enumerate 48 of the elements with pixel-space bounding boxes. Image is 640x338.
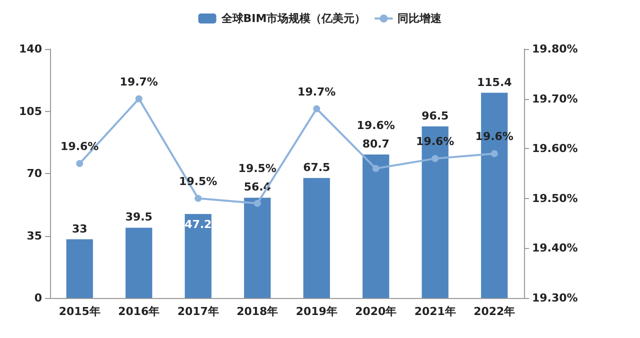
y2-tick-label: 19.60% (532, 142, 578, 156)
legend-label: 全球BIM市场规模（亿美元） (220, 12, 366, 25)
y2-tick-label: 19.30% (532, 292, 578, 304)
data-label: 96.5 (422, 109, 449, 122)
y2-tick-label: 19.40% (532, 242, 578, 255)
bar (362, 154, 390, 298)
x-tick-label: 2022年 (474, 305, 516, 318)
bar (303, 178, 330, 298)
data-label: 19.6% (60, 140, 99, 154)
point (372, 165, 380, 172)
x-tick-label: 2016年 (118, 305, 160, 318)
y2-tick-label: 19.50% (532, 192, 578, 205)
x-tick-label: 2015年 (58, 305, 100, 318)
bar (126, 228, 152, 298)
data-label: 80.7 (362, 137, 390, 150)
data-label: 67.5 (303, 160, 330, 174)
data-label: 19.7% (120, 75, 158, 88)
y-tick-label: 105 (19, 104, 42, 118)
y2-tick-label: 19.80% (532, 42, 578, 56)
point (432, 155, 439, 162)
x-tick-label: 2020年 (355, 305, 397, 318)
x-tick-label: 2017年 (177, 305, 219, 318)
point (76, 160, 84, 168)
data-label: 19.5% (179, 174, 218, 188)
point (194, 194, 202, 202)
bar (244, 198, 271, 298)
data-label: 33 (72, 222, 88, 236)
data-label: 19.6% (356, 118, 395, 132)
y-tick-label: 0 (34, 292, 42, 304)
y-tick-label: 140 (19, 42, 42, 56)
data-label: 19.7% (298, 85, 336, 98)
point (254, 200, 261, 207)
bar (184, 214, 212, 298)
x-tick-label: 2019年 (296, 305, 338, 318)
point (135, 95, 142, 102)
y-tick-label: 70 (26, 167, 42, 180)
bar (66, 239, 93, 298)
point (490, 150, 498, 158)
point (313, 105, 320, 112)
y2-tick-label: 19.70% (532, 92, 578, 106)
data-label: 115.4 (476, 76, 512, 89)
data-label: 39.5 (125, 210, 152, 224)
y-tick-label: 35 (26, 229, 42, 242)
legend-label: 同比增速 (398, 12, 443, 25)
x-tick-label: 2018年 (236, 305, 278, 318)
x-tick-label: 2021年 (414, 305, 456, 318)
data-label: 19.5% (238, 162, 276, 176)
data-label: 47.2 (184, 218, 212, 232)
